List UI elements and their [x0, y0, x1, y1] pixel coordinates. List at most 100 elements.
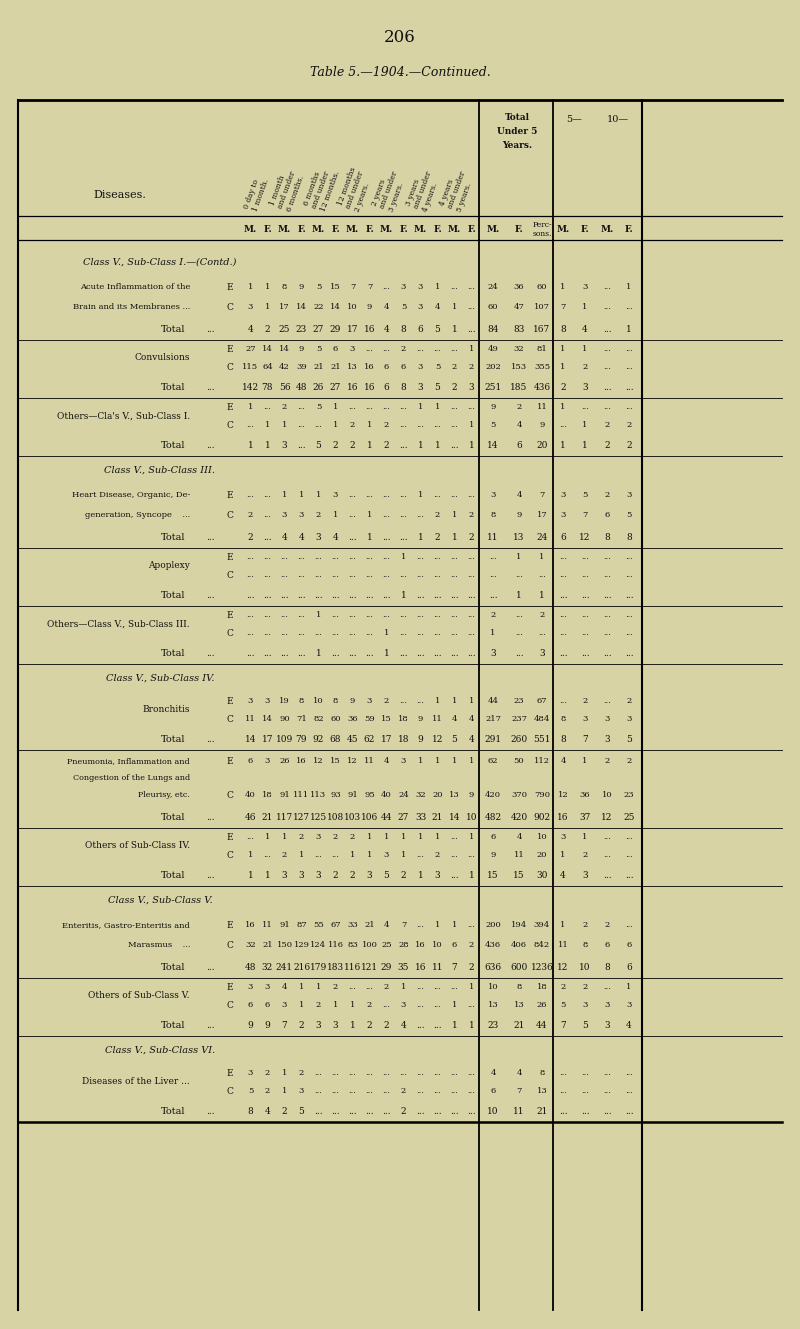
- Text: 436: 436: [485, 941, 501, 949]
- Text: 13: 13: [514, 533, 525, 541]
- Text: ...: ...: [625, 303, 633, 311]
- Text: Convulsions: Convulsions: [134, 354, 190, 363]
- Text: 6: 6: [626, 941, 632, 949]
- Text: 44: 44: [487, 696, 498, 704]
- Text: 90: 90: [279, 715, 290, 723]
- Text: 3: 3: [316, 533, 322, 541]
- Text: ...: ...: [399, 1069, 407, 1076]
- Text: 291: 291: [485, 735, 502, 743]
- Text: Class V., Sub-Class III.: Class V., Sub-Class III.: [105, 465, 215, 474]
- Text: ...: ...: [559, 553, 567, 561]
- Text: 2: 2: [469, 533, 474, 541]
- Text: Perc-: Perc-: [532, 221, 552, 229]
- Text: 2: 2: [298, 1021, 304, 1030]
- Text: 14: 14: [279, 346, 290, 354]
- Text: 40: 40: [245, 791, 256, 799]
- Text: ...: ...: [450, 1107, 459, 1115]
- Text: 6: 6: [384, 383, 390, 392]
- Text: C: C: [226, 1001, 234, 1010]
- Text: ...: ...: [382, 553, 390, 561]
- Text: 9: 9: [299, 283, 304, 291]
- Text: 25: 25: [381, 941, 392, 949]
- Text: 13: 13: [514, 1001, 524, 1009]
- Text: 1: 1: [282, 1069, 287, 1076]
- Text: 1: 1: [582, 421, 588, 429]
- Text: 5: 5: [560, 1001, 566, 1009]
- Text: 1: 1: [367, 851, 372, 859]
- Text: 21: 21: [364, 921, 375, 929]
- Text: 1: 1: [333, 421, 338, 429]
- Text: 1: 1: [316, 490, 321, 498]
- Text: 1: 1: [401, 590, 406, 599]
- Text: ...: ...: [603, 1069, 611, 1076]
- Text: ...: ...: [434, 1087, 442, 1095]
- Text: 1: 1: [401, 833, 406, 841]
- Text: 21: 21: [313, 363, 324, 371]
- Text: Total: Total: [505, 113, 530, 122]
- Text: ...: ...: [558, 590, 567, 599]
- Text: 3: 3: [333, 1021, 338, 1030]
- Text: E: E: [226, 403, 234, 412]
- Text: 3: 3: [316, 833, 321, 841]
- Text: ...: ...: [331, 1069, 339, 1076]
- Text: 9: 9: [490, 851, 496, 859]
- Text: ...: ...: [206, 324, 214, 334]
- Text: 7: 7: [582, 510, 588, 520]
- Text: 6: 6: [248, 1001, 253, 1009]
- Text: ...: ...: [263, 590, 272, 599]
- Text: 91: 91: [279, 921, 290, 929]
- Text: 8: 8: [282, 283, 287, 291]
- Text: 50: 50: [514, 758, 524, 766]
- Text: 1: 1: [626, 324, 632, 334]
- Text: Pneumonia, Inflammation and: Pneumonia, Inflammation and: [67, 758, 190, 766]
- Text: Others—Cla's V., Sub-Class I.: Others—Cla's V., Sub-Class I.: [57, 412, 190, 420]
- Text: ...: ...: [450, 490, 458, 498]
- Text: F.: F.: [433, 225, 442, 234]
- Text: ...: ...: [581, 1107, 590, 1115]
- Text: 5: 5: [451, 735, 458, 743]
- Text: ...: ...: [263, 533, 272, 541]
- Text: 1: 1: [560, 851, 566, 859]
- Text: 100: 100: [362, 941, 378, 949]
- Text: Others of Sub-Class IV.: Others of Sub-Class IV.: [85, 841, 190, 851]
- Text: ...: ...: [366, 490, 374, 498]
- Text: ...: ...: [467, 403, 475, 411]
- Text: 3: 3: [490, 649, 496, 658]
- Text: E: E: [226, 283, 234, 291]
- Text: 5: 5: [316, 403, 321, 411]
- Text: ...: ...: [467, 611, 475, 619]
- Text: ...: ...: [366, 571, 374, 579]
- Text: ...: ...: [297, 440, 306, 449]
- Text: 5: 5: [434, 324, 441, 334]
- Text: ...: ...: [417, 346, 425, 354]
- Text: ...: ...: [263, 490, 271, 498]
- Text: 3: 3: [248, 303, 253, 311]
- Text: 241: 241: [276, 962, 293, 971]
- Text: 93: 93: [330, 791, 341, 799]
- Text: 9: 9: [299, 346, 304, 354]
- Text: 56: 56: [278, 383, 290, 392]
- Text: 6: 6: [516, 440, 522, 449]
- Text: 16: 16: [414, 962, 426, 971]
- Text: 194: 194: [511, 921, 527, 929]
- Text: 21: 21: [262, 941, 273, 949]
- Text: 6 months
and under
12 months.: 6 months and under 12 months.: [302, 163, 342, 213]
- Text: 237: 237: [511, 715, 527, 723]
- Text: ...: ...: [467, 1069, 475, 1076]
- Text: 3: 3: [418, 383, 423, 392]
- Text: M.: M.: [448, 225, 461, 234]
- Text: 1: 1: [516, 553, 522, 561]
- Text: 1236: 1236: [530, 962, 554, 971]
- Text: 1: 1: [435, 833, 440, 841]
- Text: 4: 4: [265, 1107, 270, 1115]
- Text: 2: 2: [435, 510, 440, 520]
- Text: 11: 11: [514, 1107, 525, 1115]
- Text: 1: 1: [384, 833, 389, 841]
- Text: 1: 1: [350, 851, 355, 859]
- Text: Diseases.: Diseases.: [94, 190, 146, 199]
- Text: 1: 1: [418, 758, 423, 766]
- Text: Apoplexy: Apoplexy: [148, 561, 190, 570]
- Text: 111: 111: [294, 791, 310, 799]
- Text: 20: 20: [432, 791, 442, 799]
- Text: ...: ...: [281, 611, 289, 619]
